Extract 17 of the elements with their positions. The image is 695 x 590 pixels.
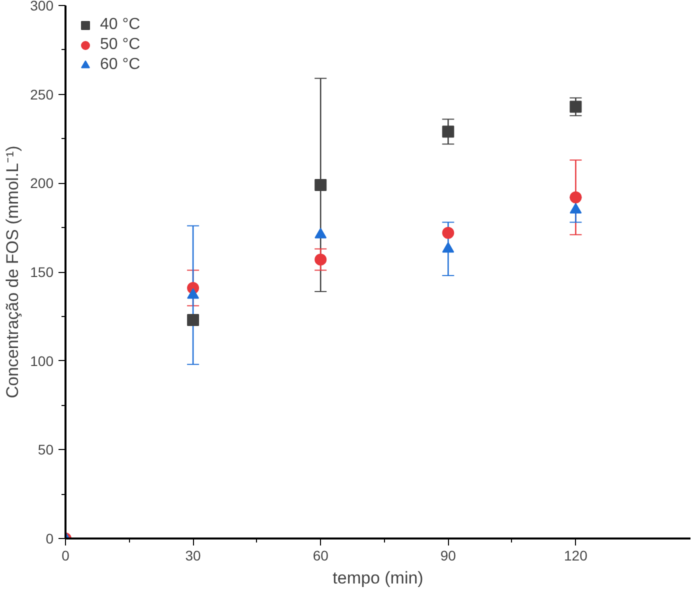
x-tick-label: 30 [185,548,202,564]
x-tick-label: 0 [62,548,70,564]
legend-label: 40 °C [100,16,140,34]
y-tick-label: 200 [30,175,54,192]
legend-label: 50 °C [100,36,140,54]
x-tick-label: 120 [564,548,588,564]
legend-label: 60 °C [100,56,140,74]
y-tick-label: 150 [30,264,54,280]
x-tick-label: 90 [440,548,456,564]
y-tick-label: 0 [46,530,54,546]
y-tick-label: 100 [30,352,54,369]
x-tick-label: 60 [312,548,329,564]
y-tick-label: 250 [30,86,54,102]
x-axis-title: tempo (min) [332,568,424,588]
y-tick-label: 50 [38,442,54,458]
y-tick-label: 300 [30,0,54,14]
y-axis-title: Concentração de FOS (mmol.L⁻¹) [3,146,22,398]
